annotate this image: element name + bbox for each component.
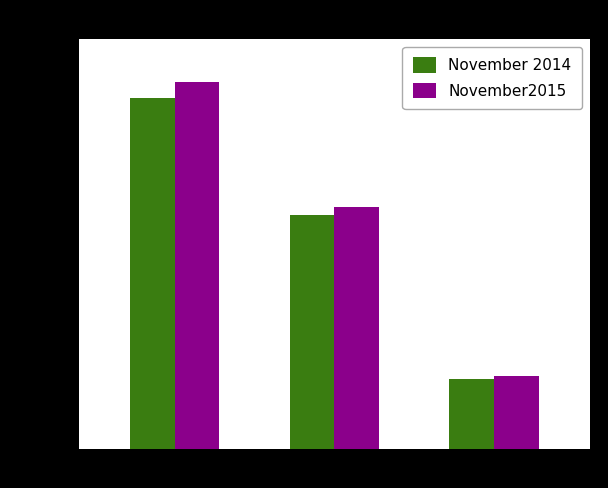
Bar [334,207,379,449]
Bar [130,98,175,449]
Bar [449,379,494,449]
Bar [494,376,539,449]
Bar [289,215,334,449]
Bar [175,82,219,449]
Legend: November 2014, November2015: November 2014, November2015 [402,47,582,109]
